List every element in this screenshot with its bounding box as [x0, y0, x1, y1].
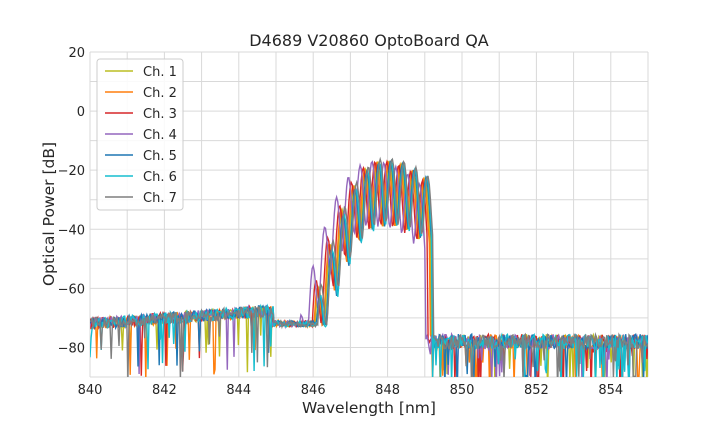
- y-tick-label: −20: [58, 164, 85, 179]
- legend-box: [96, 58, 184, 211]
- x-tick-label: 850: [450, 383, 475, 398]
- y-tick-label: −40: [58, 223, 85, 238]
- legend-label: Ch. 4: [143, 128, 177, 143]
- y-tick-label: 20: [68, 46, 85, 61]
- x-tick-label: 840: [78, 383, 103, 398]
- y-axis-label: Optical Power [dB]: [40, 142, 58, 286]
- legend-label: Ch. 7: [143, 191, 177, 206]
- y-tick-label: −60: [58, 282, 85, 297]
- x-tick-label: 852: [524, 383, 549, 398]
- x-tick-label: 848: [375, 383, 400, 398]
- legend-label: Ch. 5: [143, 149, 177, 164]
- legend-label: Ch. 3: [143, 107, 177, 122]
- x-tick-label: 842: [152, 383, 177, 398]
- x-tick-label: 844: [226, 383, 251, 398]
- y-tick-label: −80: [58, 341, 85, 356]
- legend-label: Ch. 1: [143, 65, 177, 80]
- tick-labels: 840 842 844 846 848 850 852 854 20 0 −20 −40 −60 −80: [58, 46, 624, 398]
- legend: Ch. 1 Ch. 2 Ch. 3 Ch. 4 Ch. 5 Ch. 6 Ch. 7: [96, 58, 184, 211]
- x-tick-label: 854: [598, 383, 623, 398]
- chart-title: D4689 V20860 OptoBoard QA: [249, 31, 489, 50]
- series-line-ch7: [90, 156, 648, 377]
- x-tick-label: 846: [301, 383, 326, 398]
- series-group: [90, 156, 648, 377]
- x-axis-label: Wavelength [nm]: [302, 399, 436, 417]
- legend-label: Ch. 6: [143, 170, 177, 185]
- y-tick-label: 0: [77, 105, 85, 120]
- legend-label: Ch. 2: [143, 86, 177, 101]
